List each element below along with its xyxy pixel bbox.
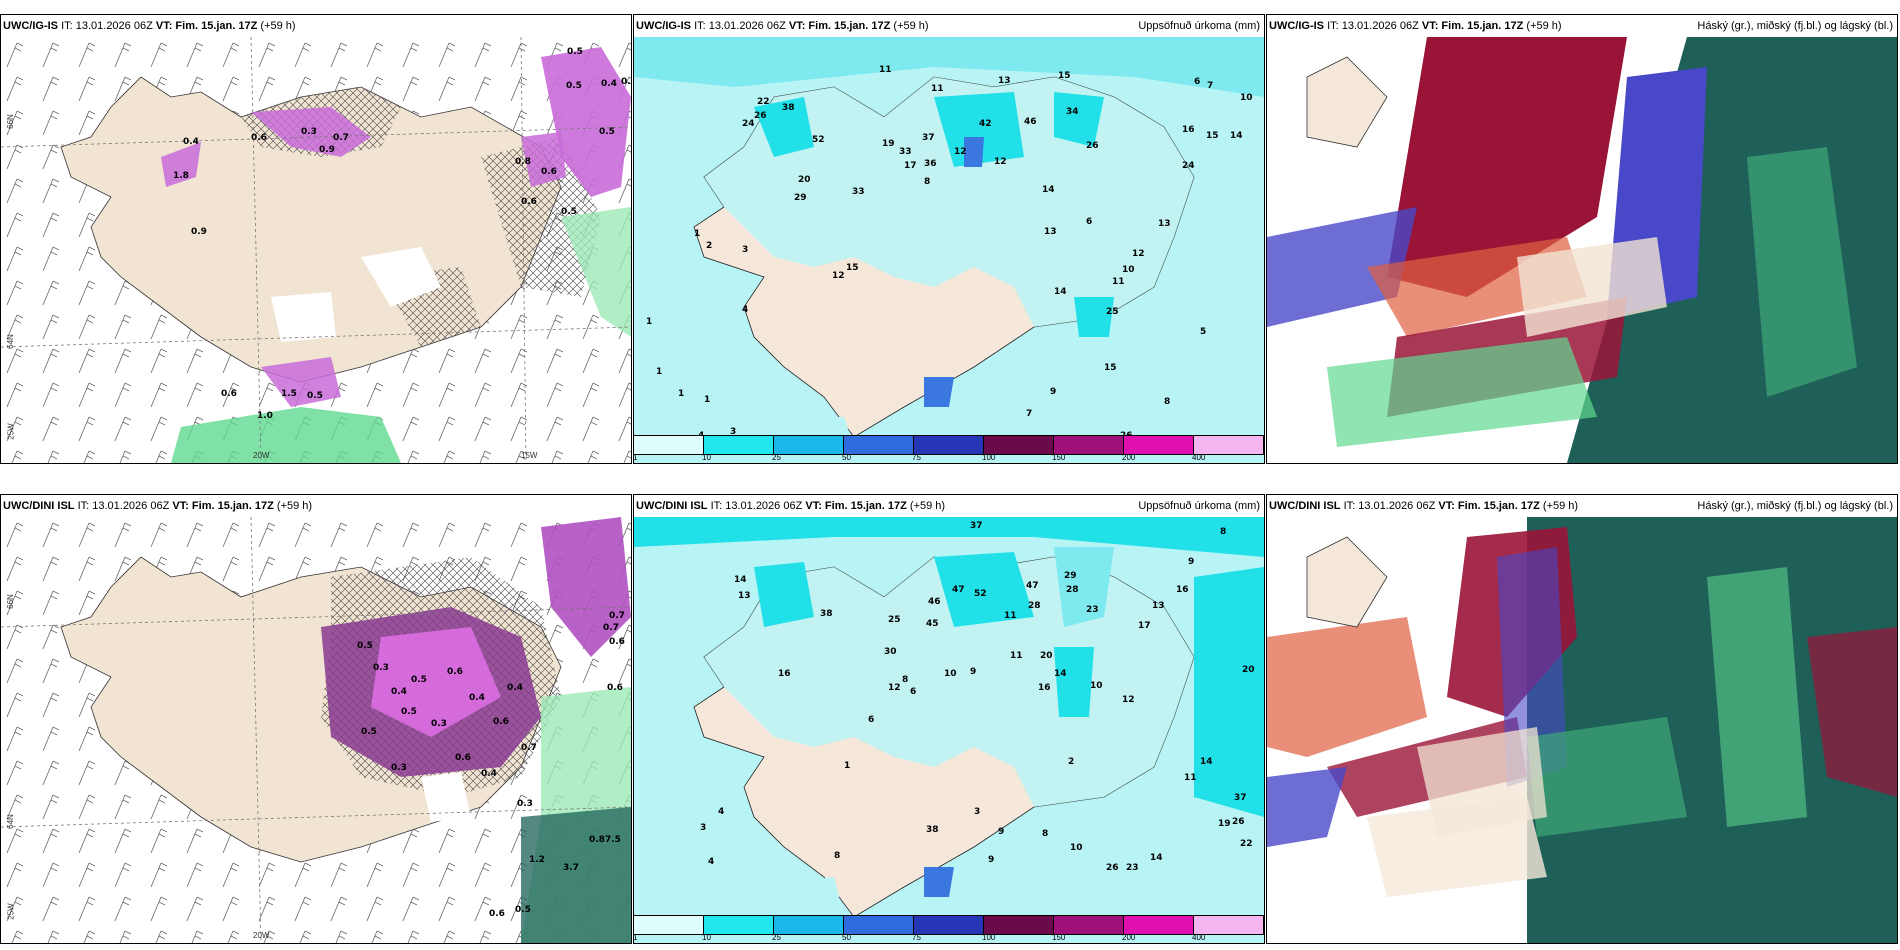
legend-swatch <box>984 436 1054 454</box>
legend-swatch <box>1054 916 1124 934</box>
it-label: IT: 13.01.2026 06Z <box>710 500 803 512</box>
legend-tick: 1 <box>633 453 638 462</box>
legend-tick: 1 <box>633 933 638 942</box>
legend-swatch <box>1194 916 1264 934</box>
legend-tick: 100 <box>982 933 996 942</box>
lead-label: (+59 h) <box>276 500 313 512</box>
legend-tick: 10 <box>702 453 711 462</box>
precip-legend: 1 10 25 50 75 100 150 200 400 <box>634 435 1264 463</box>
legend-tick: 25 <box>772 933 781 942</box>
legend-swatch <box>844 436 914 454</box>
legend-swatch <box>914 436 984 454</box>
panel-header: UWC/IG-IS IT: 13.01.2026 06Z VT: Fim. 15… <box>1 15 631 37</box>
map-title: Háský (gr.), miðský (fj.bl.) og lágský (… <box>1697 20 1893 32</box>
map-area[interactable]: 0.5 0.4 0.8 0.5 0.5 1.8 0.4 0.6 0.3 0.9 … <box>1 37 631 463</box>
legend-tick: 400 <box>1192 933 1206 942</box>
legend-swatch <box>634 916 704 934</box>
panel-igis-snow: UWC/IG-IS IT: 13.01.2026 06Z VT: Fim. 15… <box>0 14 632 464</box>
legend-tick: 150 <box>1052 453 1066 462</box>
legend-bar <box>634 915 1264 935</box>
legend-swatch <box>984 916 1054 934</box>
legend-swatch <box>914 916 984 934</box>
vt-label: VT: Fim. 15.jan. 17Z <box>1438 500 1540 512</box>
legend-swatch <box>634 436 704 454</box>
legend-swatch <box>1194 436 1264 454</box>
map-area[interactable]: 11 11 13 15 6 7 10 22 26 24 38 52 19 33 … <box>634 37 1264 463</box>
legend-tick: 10 <box>702 933 711 942</box>
panel-header: UWC/DINI ISL IT: 13.01.2026 06Z VT: Fim.… <box>1267 495 1897 517</box>
legend-ticks: 1 10 25 50 75 100 150 200 400 <box>634 933 1264 943</box>
cloud-map <box>1267 37 1897 463</box>
panel-header: UWC/IG-IS IT: 13.01.2026 06Z VT: Fim. 15… <box>634 15 1264 37</box>
map-area[interactable] <box>1267 517 1897 943</box>
legend-swatch <box>1124 916 1194 934</box>
vt-label: VT: Fim. 15.jan. 17Z <box>1421 20 1524 32</box>
panel-header: UWC/DINI ISL IT: 13.01.2026 06Z VT: Fim.… <box>634 495 1264 517</box>
it-label: IT: 13.01.2026 06Z <box>61 20 153 32</box>
vt-label: VT: Fim. 15.jan. 17Z <box>788 20 891 32</box>
cloud-map <box>1267 517 1897 943</box>
lead-label: (+59 h) <box>1542 500 1579 512</box>
legend-bar <box>634 435 1264 455</box>
legend-swatch <box>774 916 844 934</box>
vt-label: VT: Fim. 15.jan. 17Z <box>155 20 258 32</box>
lead-label: (+59 h) <box>893 20 929 32</box>
it-label: IT: 13.01.2026 06Z <box>694 20 786 32</box>
it-label: IT: 13.01.2026 06Z <box>1327 20 1419 32</box>
panel-header: UWC/IG-IS IT: 13.01.2026 06Z VT: Fim. 15… <box>1267 15 1897 37</box>
legend-ticks: 1 10 25 50 75 100 150 200 400 <box>634 453 1264 463</box>
legend-tick: 150 <box>1052 933 1066 942</box>
map-area[interactable]: 0.7 0.7 0.6 0.6 0.5 0.3 0.4 0.5 0.6 0.4 … <box>1 517 631 943</box>
legend-tick: 75 <box>912 453 921 462</box>
legend-tick: 50 <box>842 453 851 462</box>
legend-tick: 75 <box>912 933 921 942</box>
panel-igis-precip: UWC/IG-IS IT: 13.01.2026 06Z VT: Fim. 15… <box>633 14 1265 464</box>
legend-tick: 200 <box>1122 453 1136 462</box>
model-label: UWC/IG-IS <box>1269 20 1324 32</box>
model-label: UWC/IG-IS <box>636 20 691 32</box>
snow-map <box>1 37 631 463</box>
legend-swatch <box>704 916 774 934</box>
map-title: Uppsöfnuð úrkoma (mm) <box>1138 500 1260 512</box>
model-label: UWC/DINI ISL <box>636 500 708 512</box>
legend-swatch <box>774 436 844 454</box>
lead-label: (+59 h) <box>1526 20 1562 32</box>
it-label: IT: 13.01.2026 06Z <box>1343 500 1436 512</box>
legend-swatch <box>1124 436 1194 454</box>
model-label: UWC/DINI ISL <box>1269 500 1341 512</box>
map-area[interactable]: 37 8 14 13 38 25 46 47 52 47 29 28 23 13… <box>634 517 1264 943</box>
legend-tick: 25 <box>772 453 781 462</box>
panel-header: UWC/DINI ISL IT: 13.01.2026 06Z VT: Fim.… <box>1 495 631 517</box>
panel-dini-precip: UWC/DINI ISL IT: 13.01.2026 06Z VT: Fim.… <box>633 494 1265 944</box>
snow-map <box>1 517 631 943</box>
precip-legend: 1 10 25 50 75 100 150 200 400 <box>634 915 1264 943</box>
legend-tick: 100 <box>982 453 996 462</box>
lead-label: (+59 h) <box>260 20 296 32</box>
vt-label: VT: Fim. 15.jan. 17Z <box>172 500 274 512</box>
map-area[interactable] <box>1267 37 1897 463</box>
panel-dini-clouds: UWC/DINI ISL IT: 13.01.2026 06Z VT: Fim.… <box>1266 494 1898 944</box>
legend-swatch <box>704 436 774 454</box>
lead-label: (+59 h) <box>909 500 946 512</box>
legend-tick: 400 <box>1192 453 1206 462</box>
panel-dini-snow: UWC/DINI ISL IT: 13.01.2026 06Z VT: Fim.… <box>0 494 632 944</box>
model-label: UWC/DINI ISL <box>3 500 75 512</box>
panel-igis-clouds: UWC/IG-IS IT: 13.01.2026 06Z VT: Fim. 15… <box>1266 14 1898 464</box>
legend-swatch <box>844 916 914 934</box>
legend-swatch <box>1054 436 1124 454</box>
map-title: Uppsöfnuð úrkoma (mm) <box>1138 20 1260 32</box>
model-label: UWC/IG-IS <box>3 20 58 32</box>
precip-map <box>634 517 1264 943</box>
legend-tick: 200 <box>1122 933 1136 942</box>
it-label: IT: 13.01.2026 06Z <box>77 500 170 512</box>
map-title: Háský (gr.), miðský (fj.bl.) og lágský (… <box>1697 500 1893 512</box>
precip-map <box>634 37 1264 463</box>
vt-label: VT: Fim. 15.jan. 17Z <box>805 500 907 512</box>
legend-tick: 50 <box>842 933 851 942</box>
